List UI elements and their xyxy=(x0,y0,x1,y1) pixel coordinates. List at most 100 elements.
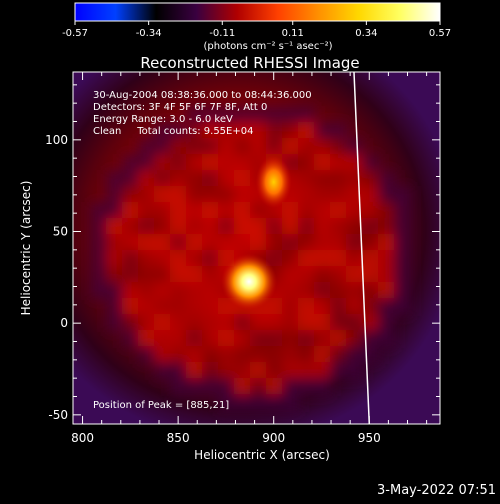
texture-block xyxy=(234,314,252,332)
texture-block xyxy=(298,170,316,188)
texture-block xyxy=(234,170,252,188)
texture-block xyxy=(154,170,172,188)
texture-block xyxy=(138,314,156,332)
texture-block xyxy=(154,186,172,204)
timestamp: 3-May-2022 07:51 xyxy=(377,483,496,498)
texture-block xyxy=(250,394,268,412)
x-tick-label: 900 xyxy=(262,431,285,445)
texture-block xyxy=(282,106,300,124)
texture-block xyxy=(346,218,364,236)
texture-block xyxy=(362,250,380,268)
texture-block xyxy=(362,234,380,252)
texture-block xyxy=(282,298,300,316)
texture-block xyxy=(154,346,172,364)
texture-block xyxy=(154,218,172,236)
texture-block xyxy=(298,346,316,364)
texture-block xyxy=(314,122,332,140)
texture-block xyxy=(330,282,348,300)
texture-block xyxy=(202,106,220,124)
texture-block xyxy=(394,218,412,236)
texture-block xyxy=(266,394,284,412)
texture-block xyxy=(138,298,156,316)
info-detectors: Detectors: 3F 4F 5F 6F 7F 8F, Att 0 xyxy=(93,102,267,113)
texture-block xyxy=(170,362,188,380)
texture-block xyxy=(346,362,364,380)
texture-block xyxy=(298,330,316,348)
texture-block xyxy=(154,138,172,156)
texture-block xyxy=(186,362,204,380)
texture-block xyxy=(218,362,236,380)
texture-block xyxy=(234,378,252,396)
texture-block xyxy=(282,138,300,156)
texture-block xyxy=(202,282,220,300)
texture-block xyxy=(362,170,380,188)
texture-block xyxy=(218,330,236,348)
texture-block xyxy=(154,314,172,332)
texture-block xyxy=(122,170,140,188)
texture-block xyxy=(394,202,412,220)
texture-block xyxy=(250,218,268,236)
texture-block xyxy=(298,378,316,396)
texture-block xyxy=(250,314,268,332)
texture-block xyxy=(202,250,220,268)
texture-block xyxy=(250,202,268,220)
texture-block xyxy=(346,282,364,300)
texture-block xyxy=(330,266,348,284)
texture-block xyxy=(346,298,364,316)
texture-block xyxy=(314,218,332,236)
texture-block xyxy=(154,362,172,380)
texture-block xyxy=(314,234,332,252)
texture-block xyxy=(298,298,316,316)
texture-block xyxy=(266,250,284,268)
texture-block xyxy=(314,378,332,396)
texture-block xyxy=(282,250,300,268)
texture-block xyxy=(154,234,172,252)
x-tick-label: 850 xyxy=(167,431,190,445)
peak-source xyxy=(221,253,278,310)
texture-block xyxy=(330,314,348,332)
texture-block xyxy=(314,362,332,380)
texture-block xyxy=(218,138,236,156)
texture-block xyxy=(266,138,284,156)
texture-block xyxy=(106,186,124,204)
texture-block xyxy=(282,346,300,364)
texture-block xyxy=(170,298,188,316)
texture-block xyxy=(282,282,300,300)
texture-block xyxy=(170,138,188,156)
texture-block xyxy=(154,154,172,172)
texture-block xyxy=(234,202,252,220)
texture-block xyxy=(138,330,156,348)
texture-block xyxy=(234,154,252,172)
texture-block xyxy=(378,170,396,188)
texture-block xyxy=(170,170,188,188)
texture-block xyxy=(346,202,364,220)
texture-block xyxy=(266,298,284,316)
texture-block xyxy=(202,330,220,348)
texture-block xyxy=(250,346,268,364)
texture-block xyxy=(202,154,220,172)
texture-block xyxy=(122,298,140,316)
texture-block xyxy=(138,186,156,204)
texture-block xyxy=(154,282,172,300)
texture-block xyxy=(266,122,284,140)
texture-block xyxy=(250,122,268,140)
texture-block xyxy=(394,282,412,300)
texture-block xyxy=(362,298,380,316)
texture-block xyxy=(282,202,300,220)
texture-block xyxy=(122,186,140,204)
texture-block xyxy=(314,314,332,332)
texture-block xyxy=(122,330,140,348)
texture-block xyxy=(186,202,204,220)
texture-block xyxy=(202,314,220,332)
texture-block xyxy=(314,266,332,284)
texture-block xyxy=(170,154,188,172)
texture-block xyxy=(282,378,300,396)
colorbar-tick-label: -0.57 xyxy=(62,28,88,39)
texture-block xyxy=(314,138,332,156)
texture-block xyxy=(90,266,108,284)
y-tick-label: 0 xyxy=(60,316,68,330)
texture-block xyxy=(138,234,156,252)
texture-block xyxy=(186,282,204,300)
texture-block xyxy=(346,330,364,348)
texture-block xyxy=(378,218,396,236)
